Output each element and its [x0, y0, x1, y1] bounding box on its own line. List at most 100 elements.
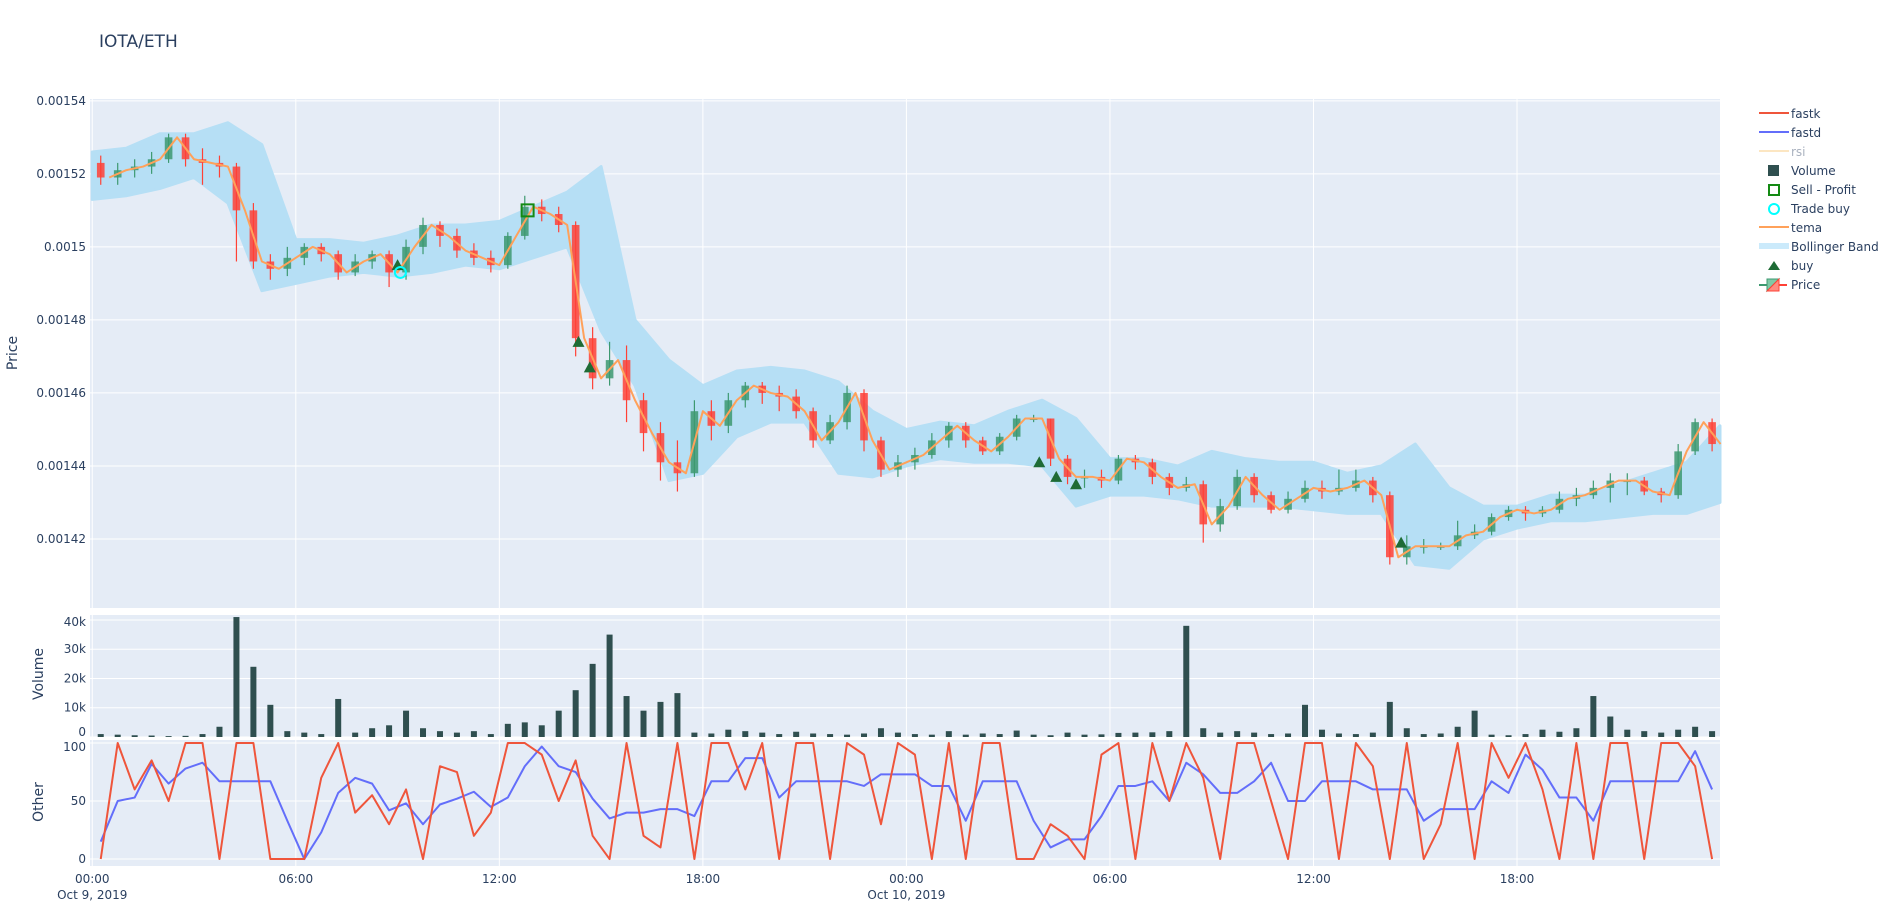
- legend-label: Sell - Profit: [1791, 182, 1856, 197]
- volume-bar: [148, 735, 155, 737]
- volume-y-tick-label: 0: [78, 725, 86, 739]
- fastk-line: [99, 742, 1714, 861]
- x-tick-label: 12:00: [482, 872, 517, 886]
- volume-bar: [1064, 732, 1071, 737]
- legend-item-rsi[interactable]: rsi: [1755, 142, 1879, 161]
- other-y-tick-label: 100: [63, 740, 86, 754]
- legend-label: Volume: [1791, 163, 1836, 178]
- volume-bar: [538, 725, 545, 737]
- volume-bar: [1709, 731, 1716, 737]
- x-tick-label: 18:00: [1500, 872, 1535, 886]
- volume-bar: [1081, 734, 1088, 737]
- square-open-legend-icon: [1755, 180, 1791, 199]
- circle-open-legend-icon: [1755, 199, 1791, 218]
- volume-bar: [453, 732, 460, 737]
- volume-y-tick-label: 40k: [64, 615, 86, 629]
- buy-marker: [1395, 536, 1408, 548]
- volume-bar: [589, 663, 596, 737]
- price-y-tick-label: 0.00146: [36, 386, 86, 400]
- volume-bar: [1149, 732, 1156, 737]
- tema-line-path: [108, 136, 1722, 559]
- volume-bar: [97, 734, 104, 737]
- sell-profit-marker: [520, 203, 535, 218]
- buy-marker: [583, 361, 596, 373]
- volume-bar: [1352, 734, 1359, 737]
- volume-bar: [1268, 734, 1275, 737]
- volume-bar: [1454, 726, 1461, 737]
- volume-bar: [827, 734, 834, 737]
- volume-bar: [1166, 731, 1173, 737]
- legend-item-volume[interactable]: Volume: [1755, 161, 1879, 180]
- volume-bar: [1386, 701, 1393, 737]
- volume-bar: [267, 704, 274, 737]
- legend-item-fastk[interactable]: fastk: [1755, 104, 1879, 123]
- bollinger-band: [90, 121, 1722, 570]
- legend-label: buy: [1791, 258, 1814, 273]
- volume-bar: [250, 666, 257, 737]
- volume-bar: [928, 734, 935, 737]
- legend-label: fastk: [1791, 106, 1821, 121]
- price-y-tick-label: 0.00142: [36, 532, 86, 546]
- line-legend-icon: [1755, 104, 1791, 123]
- volume-bar: [1217, 732, 1224, 737]
- legend-item-buy[interactable]: buy: [1755, 256, 1879, 275]
- volume-bar: [1047, 735, 1054, 737]
- volume-bar: [284, 731, 291, 737]
- legend-label: tema: [1791, 220, 1823, 235]
- buy-marker: [572, 335, 585, 347]
- volume-bar: [199, 734, 206, 737]
- volume-bars: [97, 617, 1716, 737]
- legend-item-sell-profit[interactable]: Sell - Profit: [1755, 180, 1879, 199]
- legend-item-trade-buy[interactable]: Trade buy: [1755, 199, 1879, 218]
- volume-bar: [1658, 732, 1665, 737]
- volume-bar: [572, 690, 579, 737]
- buy-marker: [1070, 478, 1083, 490]
- legend-item-tema[interactable]: tema: [1755, 218, 1879, 237]
- price-axis-title: Price: [5, 336, 21, 370]
- volume-bar: [742, 731, 749, 737]
- other-panel-background: [90, 740, 1720, 866]
- volume-bar: [420, 728, 427, 737]
- volume-bar: [911, 734, 918, 737]
- x-tick-label: 00:00: [889, 872, 924, 886]
- legend-label: Trade buy: [1791, 201, 1850, 216]
- volume-bar: [674, 693, 681, 737]
- volume-bar: [1183, 625, 1190, 737]
- volume-bar: [877, 728, 884, 737]
- line-legend-icon: [1755, 142, 1791, 161]
- volume-bar: [1556, 731, 1563, 737]
- volume-bar: [165, 736, 172, 737]
- volume-bar: [962, 734, 969, 737]
- x-tick-label: 06:00: [1093, 872, 1128, 886]
- volume-bar: [1488, 734, 1495, 737]
- volume-bar: [1335, 733, 1342, 737]
- price-y-tick-label: 0.00154: [36, 94, 86, 108]
- price-y-tick-label: 0.00152: [36, 167, 86, 181]
- buy-marker: [1050, 470, 1063, 482]
- volume-bar: [1505, 735, 1512, 737]
- volume-bar: [1607, 716, 1614, 737]
- volume-bar: [1251, 732, 1258, 737]
- x-tick-label: 18:00: [686, 872, 721, 886]
- legend-item-bollinger-band[interactable]: Bollinger Band: [1755, 237, 1879, 256]
- volume-bar: [1369, 732, 1376, 737]
- volume-bar: [1098, 734, 1105, 737]
- volume-bar: [521, 722, 528, 737]
- volume-bar: [1692, 726, 1699, 737]
- volume-bar: [861, 733, 868, 737]
- volume-bar: [487, 734, 494, 737]
- volume-bar: [1437, 733, 1444, 737]
- line-legend-icon: [1755, 218, 1791, 237]
- square-legend-icon: [1755, 161, 1791, 180]
- legend-item-fastd[interactable]: fastd: [1755, 123, 1879, 142]
- volume-bar: [1115, 732, 1122, 737]
- x-tick-label: 06:00: [279, 872, 314, 886]
- volume-bar: [810, 733, 817, 737]
- volume-panel-background: [90, 615, 1720, 737]
- candle-body: [96, 162, 105, 178]
- volume-bar: [1573, 728, 1580, 737]
- legend-item-price[interactable]: Price: [1755, 275, 1879, 294]
- volume-bar: [1522, 734, 1529, 737]
- candle-legend-icon: [1755, 275, 1791, 294]
